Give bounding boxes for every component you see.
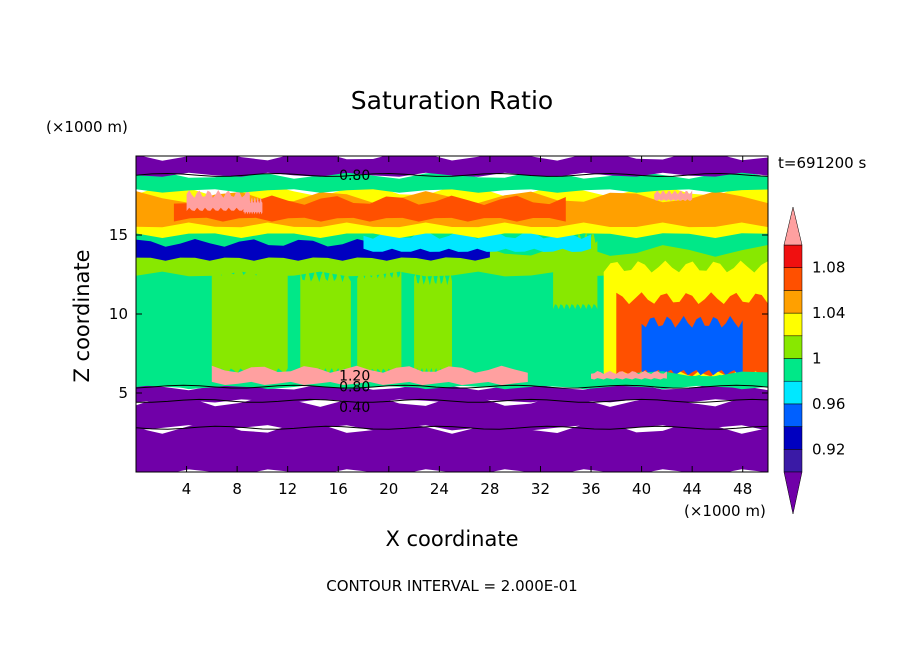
colorbar-tick-label: 0.96 — [812, 395, 845, 413]
contour-region — [136, 383, 768, 403]
x-tick-label: 32 — [531, 480, 550, 498]
contour-region — [136, 156, 768, 177]
colorbar-swatch — [783, 358, 803, 382]
colorbar: 0.92 0.96 1 1.04 1.08 — [783, 206, 845, 515]
y-axis-unit: (×1000 m) — [46, 118, 128, 136]
contour-region — [136, 395, 768, 431]
x-tick-label: 20 — [379, 480, 398, 498]
colorbar-swatch — [783, 312, 803, 337]
contour-region — [136, 421, 768, 472]
x-tick-label: 8 — [232, 480, 242, 498]
contour-region — [357, 266, 402, 374]
colorbar-tick-label: 0.92 — [812, 440, 845, 458]
colorbar-upper-extend — [783, 206, 803, 246]
x-tick-label: 40 — [632, 480, 651, 498]
colorbar-lower-extend — [783, 471, 803, 515]
contour-label: 0.80 — [339, 168, 370, 184]
x-tick-label: 4 — [182, 480, 192, 498]
colorbar-swatch — [783, 403, 803, 427]
contour-region — [136, 171, 768, 193]
colorbar-swatch — [783, 267, 803, 291]
contour-region — [363, 231, 591, 252]
x-tick-label: 16 — [329, 480, 348, 498]
colorbar-tick-label: 1.04 — [812, 304, 845, 322]
filled-contour-regions — [136, 156, 768, 472]
chart-title: Saturation Ratio — [350, 86, 554, 115]
y-tick-label: 10 — [109, 305, 128, 323]
x-tick-label: 36 — [581, 480, 600, 498]
contour-region — [591, 370, 667, 380]
contour-region — [300, 270, 351, 374]
colorbar-swatch — [783, 380, 803, 405]
x-axis-ticks: 4 8 12 16 20 24 28 32 36 40 44 48 — [182, 156, 752, 498]
contour-label: 1.20 — [339, 369, 370, 385]
contour-lines — [136, 172, 768, 430]
contour-line — [136, 172, 768, 177]
contour-interval-note: CONTOUR INTERVAL = 2.000E-01 — [326, 577, 578, 595]
contour-region — [186, 190, 250, 211]
contour-region — [414, 273, 452, 374]
time-label: t=691200 s — [778, 154, 867, 172]
colorbar-swatch — [783, 290, 803, 314]
x-tick-label: 24 — [430, 480, 449, 498]
x-tick-label: 44 — [683, 480, 702, 498]
contour-region — [173, 195, 566, 222]
contour-region — [641, 315, 743, 376]
contour-line — [136, 384, 768, 389]
y-tick-label: 5 — [118, 384, 128, 402]
contour-region — [654, 190, 693, 201]
colorbar-tick-label: 1 — [812, 350, 822, 368]
contour-region — [211, 365, 528, 386]
y-tick-label: 15 — [109, 226, 128, 244]
x-axis-unit: (×1000 m) — [684, 502, 766, 520]
colorbar-swatch — [783, 244, 803, 268]
colorbar-swatch — [783, 449, 803, 473]
contour-line — [136, 425, 768, 430]
x-tick-label: 12 — [278, 480, 297, 498]
colorbar-swatch — [783, 335, 803, 359]
contour-region — [211, 263, 288, 374]
x-axis-label: X coordinate — [385, 527, 519, 551]
y-axis-ticks: 5 10 15 — [109, 226, 768, 402]
contour-label: 0.80 — [339, 380, 370, 396]
colorbar-swatch — [783, 426, 803, 450]
colorbar-tick-label: 1.08 — [812, 259, 845, 277]
contour-line — [136, 398, 768, 403]
contour-label: 0.40 — [339, 400, 370, 416]
contour-line-labels: 0.801.200.800.40 — [339, 168, 370, 416]
contour-region — [243, 197, 263, 215]
x-tick-label: 28 — [480, 480, 499, 498]
x-tick-label: 48 — [733, 480, 752, 498]
